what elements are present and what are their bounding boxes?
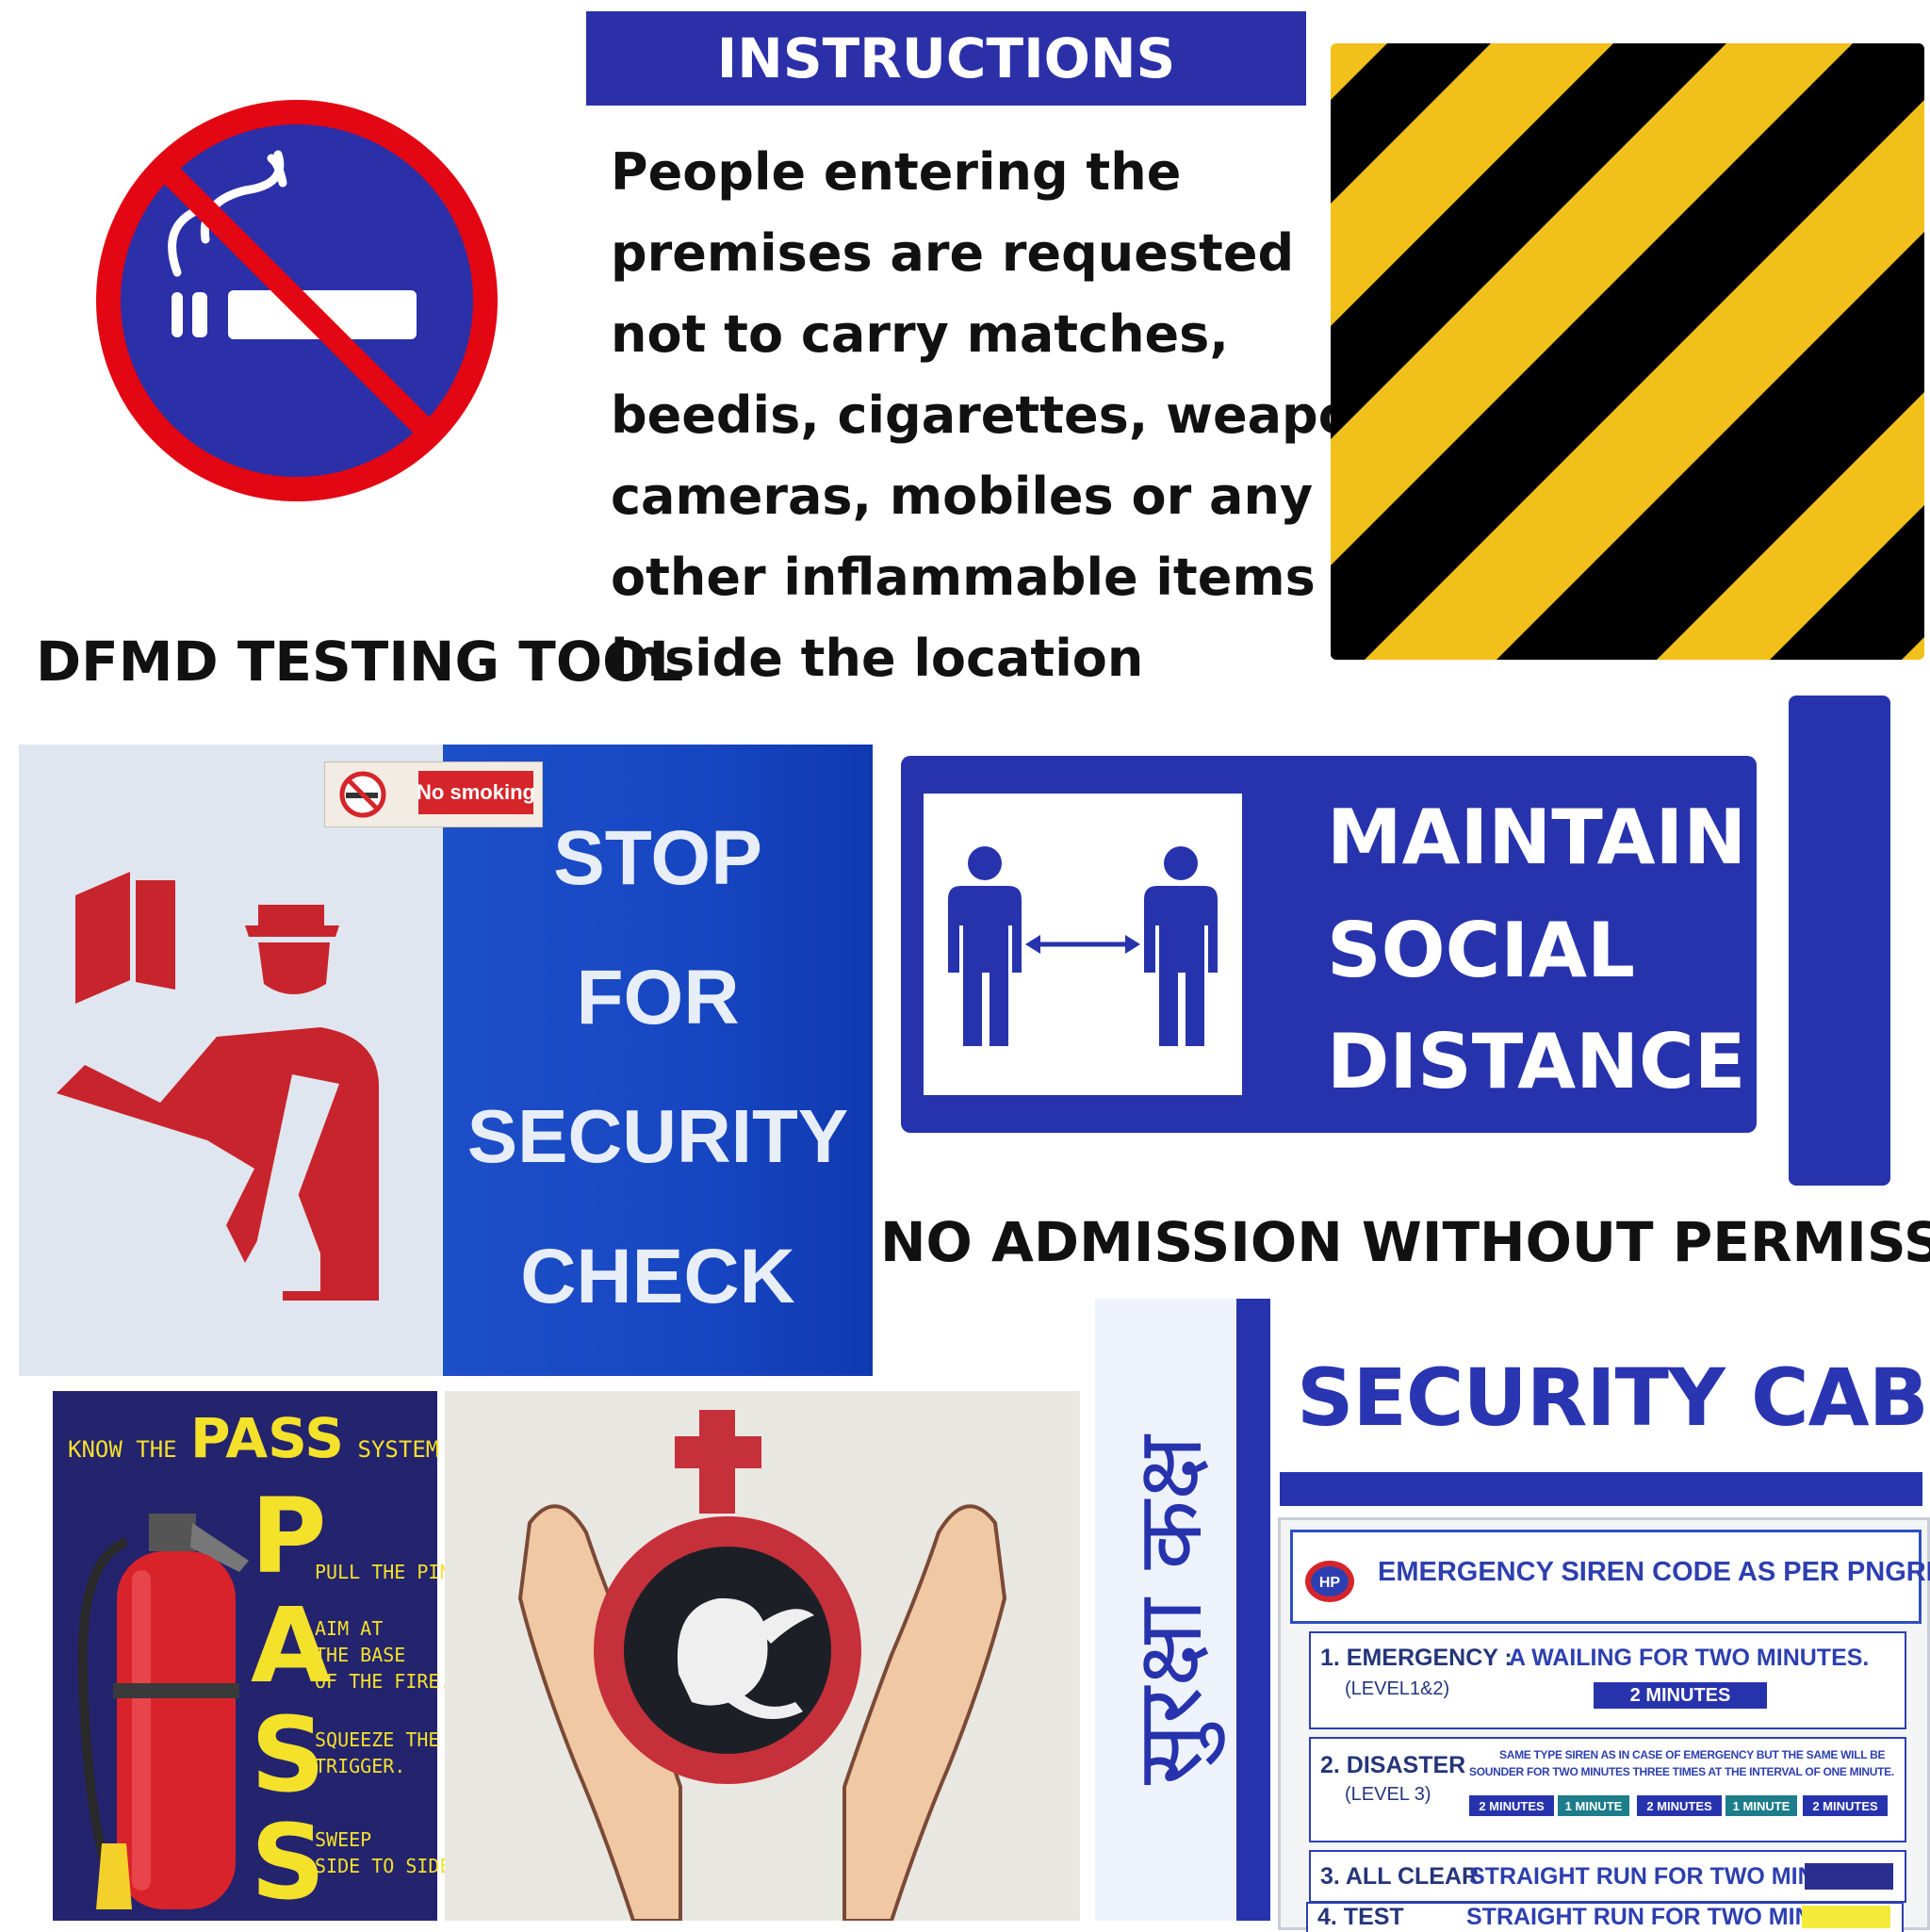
no-admission-label: NO ADMISSION WITHOUT PERMISSION xyxy=(880,1210,1930,1274)
siren-row: 3. ALL CLEAR STRAIGHT RUN FOR TWO MINUTE… xyxy=(1309,1850,1906,1903)
pass-letter: S xyxy=(251,1802,326,1923)
siren-row: 4. TEST STRAIGHT RUN FOR TWO MINUTES xyxy=(1306,1902,1904,1932)
siren-row-level: (LEVEL1&2) xyxy=(1345,1678,1450,1699)
pass-poster-heading: KNOW THE PASS SYSTEM xyxy=(68,1406,439,1470)
pass-step: SWEEP SIDE TO SIDE. xyxy=(315,1826,463,1879)
social-distance-pictogram xyxy=(924,794,1242,1095)
duration-chip: 1 MINUTE xyxy=(1558,1795,1629,1816)
security-cabin-title: SECURITY CABIN xyxy=(1297,1351,1930,1444)
siren-row-label: 4. TEST xyxy=(1317,1904,1404,1930)
instructions-line: inside the location xyxy=(611,629,1144,688)
siren-row-desc: A WAILING FOR TWO MINUTES. xyxy=(1509,1645,1870,1671)
siren-row-desc: SOUNDER FOR TWO MINUTES THREE TIMES AT T… xyxy=(1469,1765,1894,1778)
siren-board-header: HP EMERGENCY SIREN CODE AS PER PNGRB xyxy=(1290,1530,1930,1624)
siren-row-label: 3. ALL CLEAR xyxy=(1320,1863,1480,1890)
hazard-stripes xyxy=(1331,43,1924,660)
pass-step-line: SWEEP xyxy=(315,1828,372,1851)
pass-step: AIM AT THE BASE OF THE FIRE. xyxy=(315,1615,451,1695)
blue-panel xyxy=(1789,696,1890,1186)
instructions-line: People entering the xyxy=(611,142,1182,202)
instructions-heading: INSTRUCTIONS xyxy=(586,11,1306,106)
duration-chip: 1 MINUTE xyxy=(1726,1795,1797,1816)
two-people-distance-icon xyxy=(948,846,1218,1046)
instructions-line: beedis, cigarettes, weapons, xyxy=(611,385,1439,445)
sign-word: SOCIAL xyxy=(1327,907,1635,994)
pass-step-line: TRIGGER. xyxy=(315,1755,406,1777)
security-check-panel xyxy=(443,745,873,1376)
pass-system-poster: KNOW THE PASS SYSTEM P A S S PULL THE PI… xyxy=(53,1391,463,1923)
security-officer-icon xyxy=(57,872,379,1301)
instructions-line: not to carry matches, xyxy=(611,304,1229,364)
sign-word: SECURITY xyxy=(466,1094,849,1178)
hands-holding-fetus-icon xyxy=(517,1410,1007,1921)
security-check-sign: No smoking STOP FOR SECURITY CHECK xyxy=(19,745,873,1376)
social-distance-sign: MAINTAIN SOCIAL DISTANCE xyxy=(901,756,1757,1133)
siren-board-title: EMERGENCY SIREN CODE AS PER PNGRB xyxy=(1378,1557,1930,1587)
sign-word: DISTANCE xyxy=(1327,1018,1746,1105)
pass-heading-big: PASS xyxy=(190,1406,345,1470)
siren-row-desc: SAME TYPE SIREN AS IN CASE OF EMERGENCY … xyxy=(1499,1748,1886,1761)
hp-logo-text: HP xyxy=(1319,1575,1341,1591)
hindi-sign-text: सुरक्षा कक्ष xyxy=(1116,1434,1222,1785)
siren-code-board: HP EMERGENCY SIREN CODE AS PER PNGRB 1. … xyxy=(1278,1517,1930,1930)
pass-step-line: OF THE FIRE. xyxy=(315,1670,451,1693)
signal-swatch xyxy=(1805,1863,1893,1890)
pass-heading-left: KNOW THE xyxy=(68,1436,177,1463)
duration-chip: 2 MINUTES xyxy=(1803,1795,1888,1816)
sign-word: MAINTAIN xyxy=(1327,794,1747,881)
siren-row-label: 2. DISASTER xyxy=(1320,1752,1466,1778)
siren-row-level: (LEVEL 3) xyxy=(1345,1784,1431,1805)
hindi-sign-strip xyxy=(1236,1299,1270,1921)
no-smoking-icon xyxy=(339,771,386,818)
pass-letter: S xyxy=(251,1695,326,1815)
fire-extinguisher-icon xyxy=(77,1514,249,1909)
instructions-line: other inflammable items xyxy=(611,548,1316,607)
hp-logo-icon: HP xyxy=(1300,1553,1359,1608)
pass-letter: P xyxy=(251,1476,327,1596)
sign-word: CHECK xyxy=(520,1234,795,1319)
instructions-line: cameras, mobiles or any xyxy=(611,467,1314,526)
pass-step-line: AIM AT xyxy=(315,1617,384,1640)
siren-row: 2. DISASTER (LEVEL 3) SAME TYPE SIREN AS… xyxy=(1309,1737,1906,1842)
hindi-sign-panel xyxy=(1095,1299,1236,1921)
security-cabin-rule xyxy=(1280,1472,1922,1506)
signal-swatch xyxy=(1802,1906,1890,1928)
pass-step-line: SIDE TO SIDE. xyxy=(315,1855,463,1877)
no-smoking-sign xyxy=(96,100,498,501)
instructions-text: People entering the premises are request… xyxy=(611,132,1439,699)
siren-row: 1. EMERGENCY : (LEVEL1&2) A WAILING FOR … xyxy=(1309,1631,1906,1729)
pass-letter: A xyxy=(251,1585,332,1706)
no-smoking-label: No smoking xyxy=(417,771,535,814)
siren-row-label: 1. EMERGENCY : xyxy=(1320,1645,1513,1671)
pass-step: SQUEEZE THE TRIGGER. xyxy=(315,1727,439,1779)
pass-step-line: THE BASE xyxy=(315,1644,406,1666)
instructions-line: premises are requested xyxy=(611,223,1295,283)
sign-word: FOR xyxy=(576,955,740,1040)
duration-chip: 2 MINUTES xyxy=(1637,1795,1722,1816)
duration-chip: 2 MINUTES xyxy=(1594,1682,1767,1709)
pass-step: PULL THE PIN xyxy=(315,1559,451,1585)
dfmd-label: DFMD TESTING TOOL xyxy=(36,630,684,694)
hindi-sign: सुरक्षा कक्ष xyxy=(1095,1299,1236,1921)
sign-word: STOP xyxy=(553,815,762,901)
pass-step-line: SQUEEZE THE xyxy=(315,1728,440,1751)
fetus-protection-painting xyxy=(445,1391,1080,1921)
pass-step-line: PULL THE PIN xyxy=(315,1561,451,1583)
pass-heading-right: SYSTEM xyxy=(357,1436,440,1463)
duration-chip: 2 MINUTES xyxy=(1469,1795,1554,1816)
